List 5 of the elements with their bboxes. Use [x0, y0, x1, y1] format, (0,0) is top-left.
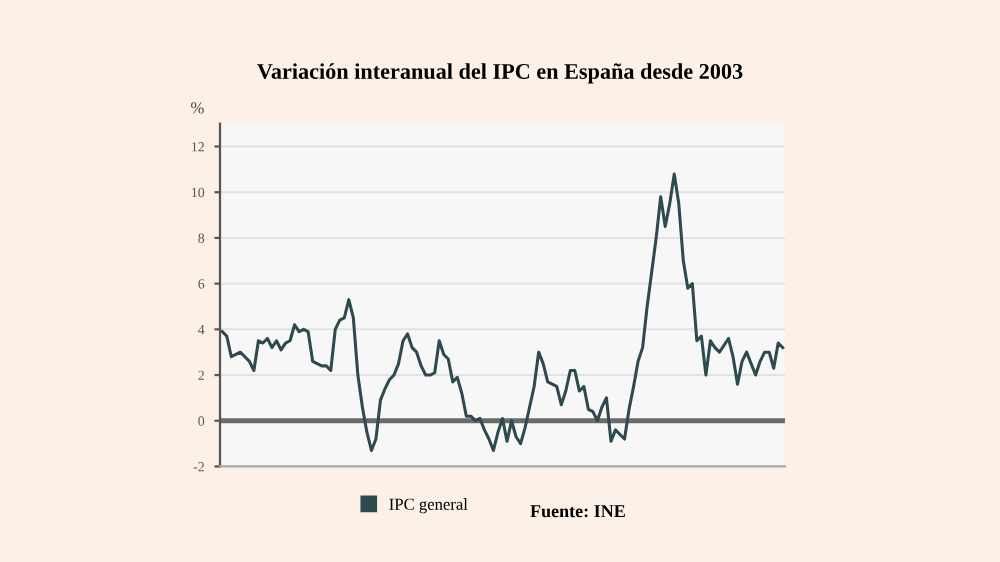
y-axis-title: %: [191, 102, 204, 114]
legend-label: IPC general: [389, 498, 468, 514]
line-series: [220, 172, 785, 452]
chart-title: Variación interanual del IPC en España desde 2003: [257, 63, 743, 84]
source-note: Fuente: INE: [530, 505, 625, 518]
